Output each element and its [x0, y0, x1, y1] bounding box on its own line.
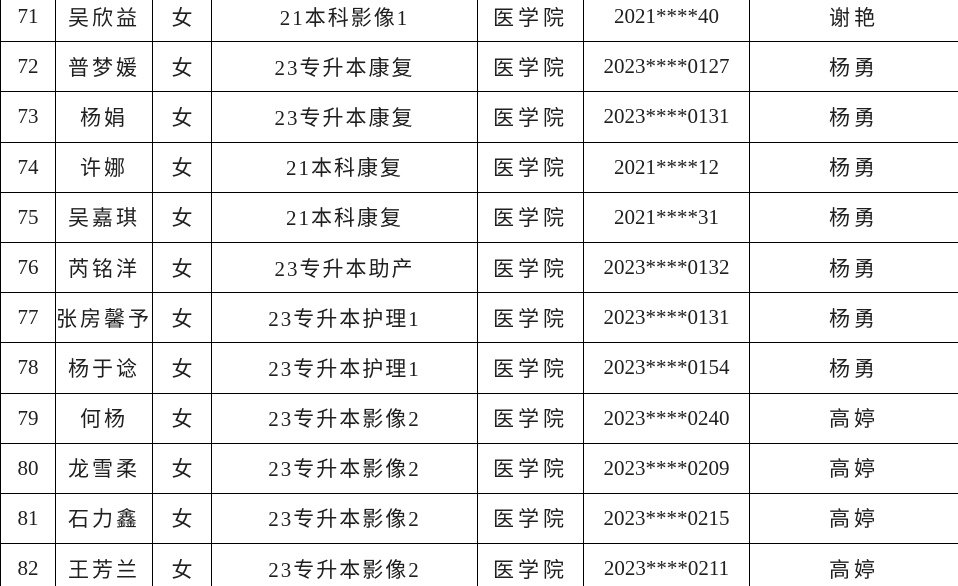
college-cell: 医学院	[478, 293, 584, 343]
student-id-cell: 2023****0215	[584, 493, 750, 544]
table-row: 78 杨于谂女 23专升本护理1 医学院 2023****0154 杨勇	[1, 343, 958, 394]
row-number-cell: 74	[1, 142, 56, 192]
student-name-cell: 何杨	[56, 393, 153, 443]
row-number-cell: 72	[1, 42, 56, 92]
advisor-cell: 杨勇	[829, 55, 879, 80]
student-id-cell: 2023****0127	[584, 42, 750, 92]
table-row: 76 芮铭洋女 23专升本助产 医学院 2023****0132 杨勇	[1, 242, 958, 294]
table-row: 80 龙雪柔女 23专升本影像2 医学院 2023****0209 高婷	[1, 443, 958, 494]
row-number-cell: 76	[1, 242, 56, 293]
student-name-cell: 杨娟	[56, 92, 153, 142]
table-row: 74 许娜女 21本科康复 医学院 2021****12 杨勇	[1, 142, 958, 193]
college-cell: 医学院	[478, 192, 584, 242]
class-cell: 23专升本康复	[212, 92, 478, 142]
college-cell: 医学院	[478, 0, 584, 42]
class-cell: 23专升本护理1	[212, 293, 478, 343]
advisor-cell: 杨勇	[829, 156, 879, 181]
class-cell: 21本科影像1	[212, 0, 478, 42]
table-row: 81 石力鑫女 23专升本影像2 医学院 2023****0215 高婷	[1, 493, 958, 545]
class-cell: 23专升本康复	[212, 42, 478, 92]
class-cell: 23专升本影像2	[212, 393, 478, 443]
student-name-cell: 吴欣益	[56, 0, 153, 42]
college-cell: 医学院	[478, 343, 584, 393]
student-name-cell: 吴嘉琪	[56, 192, 153, 242]
advisor-cell: 杨勇	[829, 256, 879, 281]
row-number-cell: 81	[1, 493, 56, 544]
row-number-cell: 78	[1, 343, 56, 393]
table-row: 71 吴欣益女 21本科影像1 医学院 2021****40 谢艳	[1, 0, 958, 43]
class-cell: 23专升本影像2	[212, 493, 478, 544]
advisor-cell: 杨勇	[829, 356, 879, 381]
student-id-cell: 2023****0209	[584, 443, 750, 493]
gender-cell: 女	[153, 0, 212, 42]
class-cell: 23专升本影像2	[212, 443, 478, 493]
advisor-cell: 高婷	[829, 557, 879, 582]
gender-cell: 女	[153, 242, 212, 293]
row-number-cell: 79	[1, 393, 56, 443]
table-row: 77 张房馨予女 23专升本护理1 医学院 2023****0131 杨勇	[1, 293, 958, 344]
student-id-cell: 2021****12	[584, 142, 750, 192]
row-number-cell: 75	[1, 192, 56, 242]
student-id-cell: 2023****0240	[584, 393, 750, 443]
gender-cell: 女	[153, 493, 212, 544]
student-id-cell: 2023****0154	[584, 343, 750, 393]
student-name-cell: 杨于谂	[56, 343, 153, 393]
row-number-cell: 82	[1, 544, 56, 586]
student-id-cell: 2021****40	[584, 0, 750, 42]
gender-cell: 女	[153, 92, 212, 142]
gender-cell: 女	[153, 293, 212, 343]
row-number-cell: 73	[1, 92, 56, 142]
table-row: 73 杨娟女 23专升本康复 医学院 2023****0131 杨勇	[1, 92, 958, 143]
student-id-cell: 2023****0131	[584, 92, 750, 142]
student-id-cell: 2023****0211	[584, 544, 750, 586]
gender-cell: 女	[153, 192, 212, 242]
college-cell: 医学院	[478, 544, 584, 586]
advisor-cell: 杨勇	[829, 105, 879, 130]
college-cell: 医学院	[478, 142, 584, 192]
gender-cell: 女	[153, 42, 212, 92]
student-name-cell: 王芳兰	[56, 544, 153, 586]
college-cell: 医学院	[478, 242, 584, 293]
advisor-cell: 杨勇	[829, 306, 879, 331]
table-row: 82 王芳兰女 23专升本影像2 医学院 2023****0211 高婷	[1, 544, 958, 586]
advisor-cell: 杨勇	[829, 206, 879, 231]
row-number-cell: 71	[1, 0, 56, 42]
student-name-cell: 芮铭洋	[56, 242, 153, 293]
gender-cell: 女	[153, 443, 212, 493]
class-cell: 21本科康复	[212, 142, 478, 192]
student-name-cell: 龙雪柔	[56, 443, 153, 493]
row-number-cell: 80	[1, 443, 56, 493]
advisor-cell: 高婷	[829, 507, 879, 532]
student-name-cell: 张房馨予	[56, 293, 153, 343]
class-cell: 23专升本护理1	[212, 343, 478, 393]
college-cell: 医学院	[478, 393, 584, 443]
student-id-cell: 2021****31	[584, 192, 750, 242]
table-row: 75 吴嘉琪女 21本科康复 医学院 2021****31 杨勇	[1, 192, 958, 243]
student-name-cell: 普梦媛	[56, 42, 153, 92]
college-cell: 医学院	[478, 92, 584, 142]
class-cell: 23专升本影像2	[212, 544, 478, 586]
gender-cell: 女	[153, 142, 212, 192]
college-cell: 医学院	[478, 443, 584, 493]
advisor-cell: 高婷	[829, 457, 879, 482]
student-id-cell: 2023****0131	[584, 293, 750, 343]
college-cell: 医学院	[478, 493, 584, 544]
row-number-cell: 77	[1, 293, 56, 343]
table-row: 79 何杨女 23专升本影像2 医学院 2023****0240 高婷	[1, 393, 958, 444]
student-name-cell: 许娜	[56, 142, 153, 192]
table-row: 72 普梦媛女 23专升本康复 医学院 2023****0127 杨勇	[1, 42, 958, 93]
class-cell: 23专升本助产	[212, 242, 478, 293]
college-cell: 医学院	[478, 42, 584, 92]
gender-cell: 女	[153, 544, 212, 586]
student-id-cell: 2023****0132	[584, 242, 750, 293]
student-name-cell: 石力鑫	[56, 493, 153, 544]
gender-cell: 女	[153, 393, 212, 443]
gender-cell: 女	[153, 343, 212, 393]
advisor-cell: 高婷	[829, 407, 879, 432]
advisor-cell: 谢艳	[829, 5, 879, 30]
class-cell: 21本科康复	[212, 192, 478, 242]
